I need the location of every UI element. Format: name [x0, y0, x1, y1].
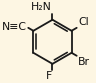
Text: H₂N: H₂N — [31, 2, 52, 12]
Text: N≡C: N≡C — [1, 22, 26, 32]
Text: F: F — [46, 71, 52, 82]
Text: Cl: Cl — [78, 17, 89, 27]
Text: Br: Br — [78, 57, 90, 67]
